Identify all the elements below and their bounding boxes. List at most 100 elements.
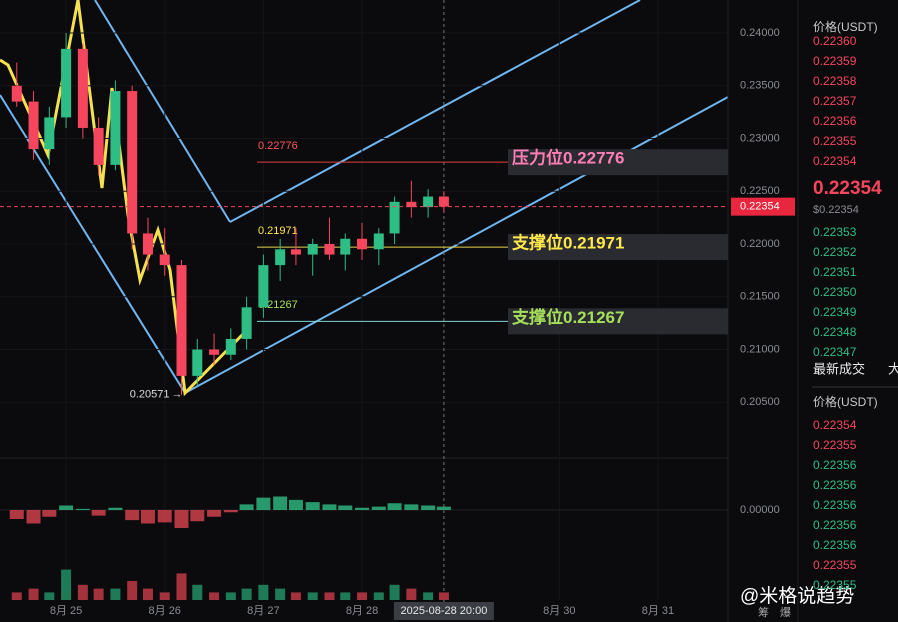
level-label: 压力位0.22776 <box>512 148 624 168</box>
trend-line <box>94 0 231 223</box>
book-last-usd: $0.22354 <box>813 204 859 216</box>
candle-body <box>142 233 153 255</box>
volume-bar <box>241 588 252 600</box>
candle-body <box>28 101 39 150</box>
volume-bar <box>423 592 434 600</box>
x-tick-label: 8月 28 <box>346 605 378 617</box>
y-tick-label: 0.21500 <box>740 291 780 303</box>
candle-body <box>340 238 351 255</box>
volume-bar <box>438 592 449 600</box>
volume-bar <box>307 592 318 600</box>
x-tick-label: 8月 25 <box>50 605 82 617</box>
volume-bar <box>61 569 72 600</box>
level-label: 支撑位0.21971 <box>512 233 624 253</box>
macd-bar <box>140 510 155 524</box>
macd-tick-label: 0.00000 <box>740 504 780 516</box>
volume-bar <box>176 573 187 600</box>
volume-bar <box>192 584 203 600</box>
candle-body <box>423 196 434 208</box>
volume-bar <box>28 588 39 600</box>
level-value: 0.21971 <box>258 225 298 237</box>
macd-bar <box>371 506 386 510</box>
y-tick-label: 0.22000 <box>740 238 780 250</box>
volume-bar <box>389 584 400 600</box>
macd-bar <box>305 502 320 510</box>
candle-body <box>373 233 384 250</box>
candle-body <box>290 249 301 255</box>
volume-bar <box>110 588 121 600</box>
trade-price: 0.22355 <box>813 438 857 452</box>
macd-bar <box>404 504 419 510</box>
candle-body <box>406 201 417 208</box>
book-last: 0.22354 <box>813 178 882 199</box>
volume-bar <box>142 588 153 600</box>
y-tick-label: 0.22500 <box>740 185 780 197</box>
candle-body <box>110 91 121 165</box>
candle-body <box>241 307 252 339</box>
candle-body <box>93 127 104 165</box>
ask-price: 0.22358 <box>813 74 857 88</box>
y-tick-label: 0.20500 <box>740 396 780 408</box>
x-tick-label: 8月 30 <box>543 605 575 617</box>
last-price-label: 0.22354 <box>740 201 780 213</box>
candle-body <box>61 48 72 118</box>
candle-body <box>159 254 170 266</box>
cursor-tag <box>393 602 494 620</box>
ask-price: 0.22359 <box>813 54 857 68</box>
volume-bar <box>11 592 22 600</box>
macd-bar <box>288 499 303 510</box>
level-box <box>508 308 728 335</box>
trade-price: 0.22356 <box>813 478 857 492</box>
bid-price: 0.22351 <box>813 265 857 279</box>
trades-header: 价格(USDT) <box>813 394 878 409</box>
macd-bar <box>190 510 205 522</box>
macd-bar <box>207 510 222 517</box>
candle-body <box>324 244 335 255</box>
icon: 筹 <box>758 605 769 619</box>
volume-bar <box>93 588 104 600</box>
low-arrow: → <box>172 389 183 401</box>
volume-bar <box>77 584 88 600</box>
y-tick-label: 0.21000 <box>740 343 780 355</box>
trade-price: 0.22356 <box>813 498 857 512</box>
macd-bar <box>108 507 123 510</box>
bid-price: 0.22347 <box>813 345 857 359</box>
macd-bar <box>387 503 402 510</box>
bid-price: 0.22350 <box>813 285 857 299</box>
candle-body <box>225 338 236 355</box>
trade-price: 0.22356 <box>813 518 857 532</box>
watermark: @米格说趋势 <box>740 585 854 607</box>
macd-bar <box>223 510 238 513</box>
macd-bar <box>75 508 90 510</box>
volume-bar <box>406 588 417 600</box>
trades-tab[interactable]: 最新成交 <box>813 361 865 376</box>
trade-price: 0.22354 <box>813 418 857 432</box>
volume-bar <box>275 588 286 600</box>
x-tick-label: 8月 26 <box>149 605 181 617</box>
level-value: 0.22776 <box>258 140 298 152</box>
trades-tab[interactable]: 大 <box>888 361 898 376</box>
macd-bar <box>59 505 74 510</box>
volume-bar <box>258 584 269 600</box>
macd-bar <box>421 505 436 510</box>
macd-bar <box>9 510 24 519</box>
macd-bar <box>239 504 254 510</box>
trade-price: 0.22355 <box>813 578 857 592</box>
macd-bar <box>355 507 370 510</box>
candle-body <box>127 91 138 234</box>
macd-bar <box>91 510 106 516</box>
candle-body <box>176 265 187 376</box>
volume-bar <box>225 592 236 600</box>
candle-body <box>357 238 368 250</box>
macd-bar <box>42 510 57 517</box>
macd-bar <box>26 510 41 524</box>
x-tick-label: 8月 31 <box>642 605 674 617</box>
y-tick-label: 0.23500 <box>740 80 780 92</box>
candle-body <box>275 249 286 266</box>
volume-bar <box>340 592 351 600</box>
low-marker: 0.20571 <box>130 389 170 401</box>
volume-bar <box>290 592 301 600</box>
trade-price: 0.22356 <box>813 458 857 472</box>
macd-bar <box>125 510 140 521</box>
macd-bar <box>174 510 189 528</box>
